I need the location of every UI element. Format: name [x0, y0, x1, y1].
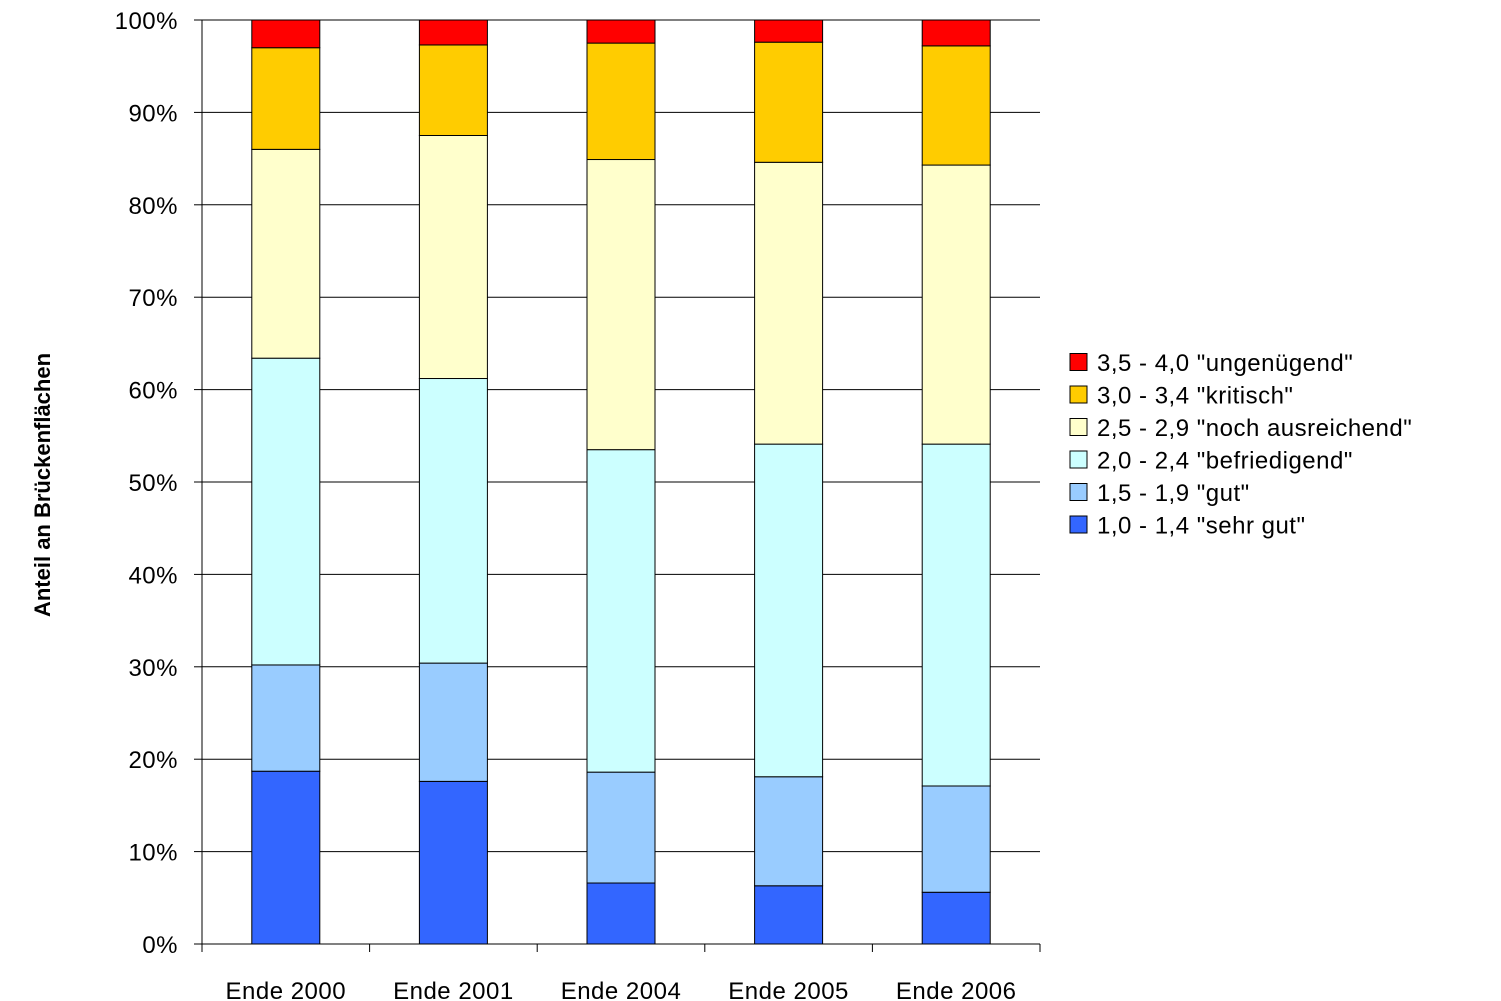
bar-segment [586, 771, 656, 884]
bar-segment [418, 780, 488, 945]
bar-segment [921, 891, 991, 945]
y-tick-labels: 0% 10% 20% 30% 40% 50% 60% 70% 80% 90% 100% [115, 8, 178, 959]
y-tick-label: 0% [142, 932, 178, 959]
bar-segment [921, 164, 991, 445]
bar-segment [754, 443, 824, 778]
bar-segment [251, 47, 321, 150]
bar-segment [586, 449, 656, 773]
legend-label: 2,5 - 2,9 "noch ausreichend" [1097, 415, 1412, 442]
bar-segment [251, 148, 321, 359]
bar-segment [251, 357, 321, 666]
legend-entry: 1,0 - 1,4 "sehr gut" [1069, 513, 1305, 540]
y-tick-label: 10% [128, 840, 178, 867]
x-tick-label: Ende 2004 [561, 978, 682, 1001]
bar-segment [251, 19, 321, 49]
legend-entry: 3,0 - 3,4 "kritisch" [1069, 383, 1293, 410]
bar-segment [418, 662, 488, 782]
bar-stack [251, 19, 321, 945]
bar-segment [586, 882, 656, 945]
legend-swatch [1069, 385, 1088, 404]
bar-stack [754, 19, 824, 945]
legend-swatch [1069, 353, 1088, 371]
bar-segment [586, 42, 656, 161]
bar-segment [251, 770, 321, 945]
x-tick-label: Ende 2001 [393, 978, 514, 1001]
bar-segment [418, 19, 488, 46]
legend-swatch [1069, 418, 1088, 436]
axes [194, 19, 1041, 952]
legend-swatch [1069, 515, 1088, 534]
bar-segment [754, 41, 824, 163]
legend-label: 2,0 - 2,4 "befriedigend" [1097, 448, 1353, 475]
legend-label: 1,0 - 1,4 "sehr gut" [1097, 513, 1305, 540]
y-tick-label: 60% [128, 378, 178, 405]
bar-segment [921, 443, 991, 787]
bar-stack [586, 19, 656, 945]
bar-segment [921, 785, 991, 893]
y-tick-label: 100% [115, 8, 178, 35]
x-tick-labels: Ende 2000 Ende 2001 Ende 2004 Ende 2005 Ende… [225, 978, 1016, 1001]
y-tick-label: 80% [128, 193, 178, 220]
y-tick-label: 50% [128, 470, 178, 497]
bar-segment [418, 44, 488, 136]
y-tick-label: 40% [128, 562, 178, 589]
x-tick-label: Ende 2006 [896, 978, 1017, 1001]
bar-stack [418, 19, 488, 945]
legend-label: 3,5 - 4,0 "ungenügend" [1097, 350, 1353, 377]
bar-segment [251, 664, 321, 772]
legend-swatch [1069, 450, 1088, 469]
bar-segment [921, 45, 991, 166]
legend-entry: 2,0 - 2,4 "befriedigend" [1069, 448, 1353, 475]
legend-entry: 3,5 - 4,0 "ungenügend" [1069, 350, 1353, 377]
bar-segment [754, 776, 824, 887]
bar-segment [418, 135, 488, 380]
legend-label: 3,0 - 3,4 "kritisch" [1097, 383, 1293, 410]
x-tick-label: Ende 2000 [225, 978, 346, 1001]
y-tick-label: 70% [128, 285, 178, 312]
legend-entry: 2,5 - 2,9 "noch ausreichend" [1069, 415, 1412, 442]
legend: 3,5 - 4,0 "ungenügend" 3,0 - 3,4 "kritisc… [1069, 350, 1412, 540]
bar-segment [586, 159, 656, 451]
bar-stack [921, 19, 991, 945]
y-axis-title: Anteil an Brückenflächen [30, 353, 55, 617]
y-tick-label: 20% [128, 747, 178, 774]
legend-entry: 1,5 - 1,9 "gut" [1069, 480, 1250, 507]
bar-segment [921, 19, 991, 47]
bar-segment [586, 19, 656, 44]
legend-label: 1,5 - 1,9 "gut" [1097, 480, 1250, 507]
bar-segment [418, 378, 488, 664]
y-tick-label: 90% [128, 100, 178, 127]
legend-swatch [1069, 483, 1088, 501]
y-tick-label: 30% [128, 655, 178, 682]
bars [251, 19, 991, 945]
bar-segment [754, 19, 824, 43]
bar-segment [754, 885, 824, 945]
bar-segment [754, 161, 824, 445]
x-tick-label: Ende 2005 [728, 978, 849, 1001]
